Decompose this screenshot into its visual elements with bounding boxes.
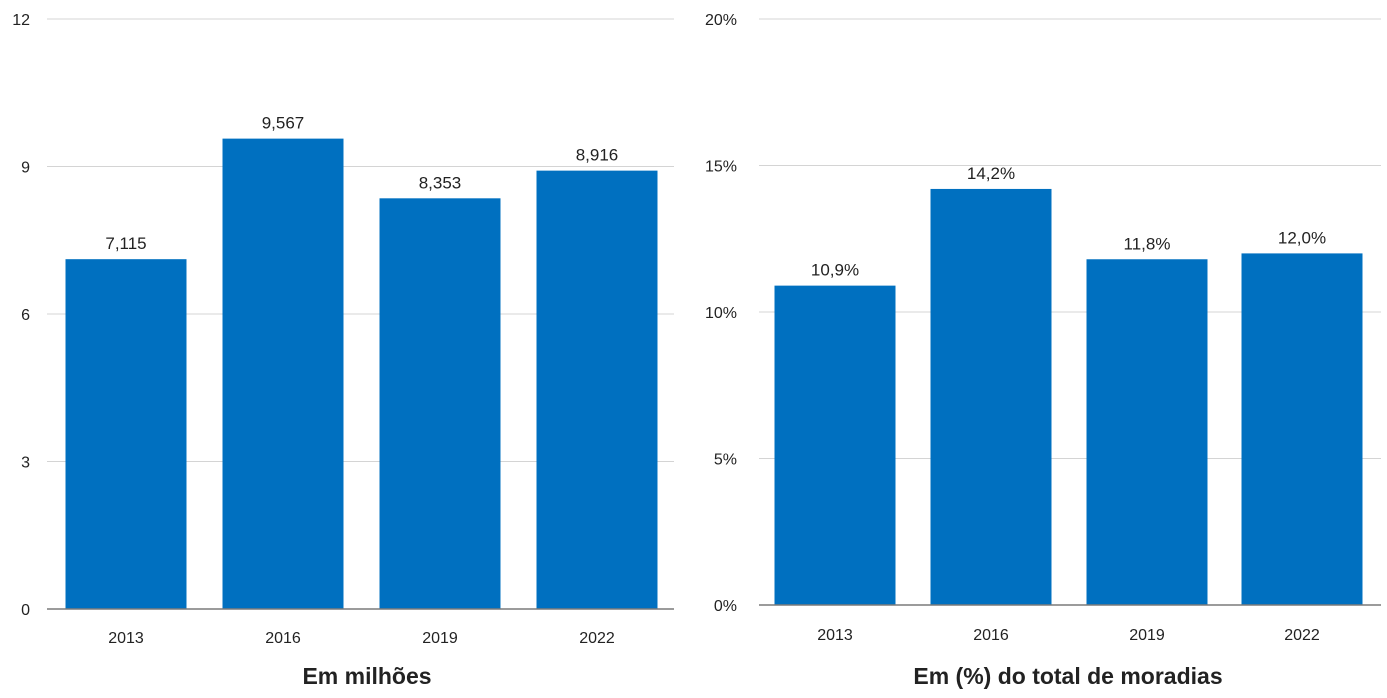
chart-millions-bar-2019	[379, 198, 501, 609]
chart-percent-x-tick-label: 2019	[1129, 627, 1165, 644]
chart-percent-x-title: Em (%) do total de moradias	[913, 663, 1222, 689]
chart-millions: Em milhões 0 3 6 9 12 7,115 2013 9,567 2016 8,353…	[12, 12, 674, 689]
chart-millions-data-label-2022: 8,916	[576, 146, 619, 165]
chart-percent-data-label-2016: 14,2%	[967, 164, 1015, 183]
chart-millions-x-tick-label: 2019	[422, 630, 458, 647]
chart-percent-data-label-2022: 12,0%	[1278, 228, 1326, 247]
chart-percent-bar-2022	[1241, 253, 1363, 605]
chart-millions-y-tick-label: 3	[21, 455, 30, 472]
chart-percent-bar-2013	[774, 285, 896, 605]
chart-percent-y-tick-label: 0%	[714, 598, 737, 615]
chart-millions-bar-2013	[65, 259, 187, 609]
chart-millions-data-label-2016: 9,567	[262, 114, 305, 133]
chart-millions-x-tick-label: 2016	[265, 630, 301, 647]
chart-percent-x-tick-label: 2016	[973, 627, 1009, 644]
chart-percent-bar-2019	[1086, 259, 1208, 605]
chart-millions-y-tick-label: 0	[21, 602, 30, 619]
chart-millions-y-tick-label: 9	[21, 160, 30, 177]
chart-millions-x-tick-label: 2022	[579, 630, 615, 647]
chart-percent-x-tick-label: 2013	[817, 627, 853, 644]
chart-millions-x-tick-label: 2013	[108, 630, 144, 647]
chart-percent-y-tick-label: 10%	[705, 305, 737, 322]
chart-percent-data-label-2019: 11,8%	[1124, 234, 1171, 253]
chart-millions-bar-2016	[222, 138, 344, 609]
chart-percent-y-tick-label: 20%	[705, 12, 737, 29]
chart-millions-bar-2022	[536, 170, 658, 609]
chart-millions-y-tick-label: 6	[21, 307, 30, 324]
chart-percent-bar-2016	[930, 188, 1052, 605]
chart-millions-data-label-2019: 8,353	[419, 173, 462, 192]
chart-percent: Em (%) do total de moradias 0% 5% 10% 15% 20…	[705, 12, 1381, 689]
chart-percent-y-tick-label: 5%	[714, 452, 737, 469]
chart-percent-y-tick-label: 15%	[705, 159, 737, 176]
chart-millions-y-tick-label: 12	[12, 12, 30, 29]
chart-millions-data-label-2013: 7,115	[105, 234, 146, 253]
chart-percent-x-tick-label: 2022	[1284, 627, 1320, 644]
chart-percent-data-label-2013: 10,9%	[811, 261, 859, 280]
chart-millions-x-title: Em milhões	[302, 663, 431, 689]
